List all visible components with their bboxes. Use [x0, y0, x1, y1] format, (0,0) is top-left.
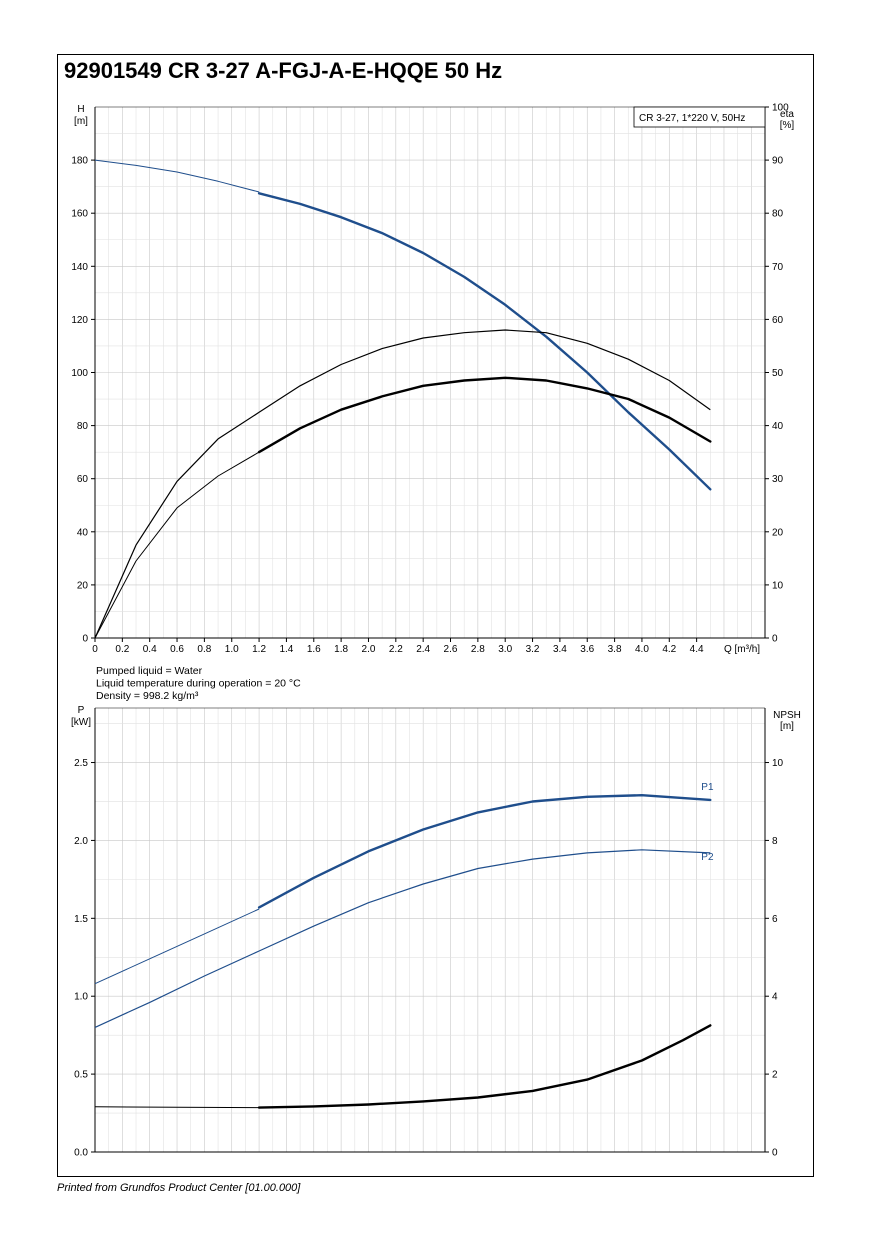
- y-left-tick-label: 160: [71, 209, 88, 220]
- y-right-tick-label: 70: [772, 262, 784, 273]
- y-left-tick-label: 0: [82, 634, 88, 645]
- x-tick-label: 1.6: [307, 644, 321, 655]
- series-p1-line-thin: [94, 908, 260, 985]
- y-right-tick-label: 60: [772, 315, 784, 326]
- x-tick-label: 1.4: [279, 644, 293, 655]
- y-left-tick-label: 20: [77, 580, 89, 591]
- x-tick-label: 0: [92, 644, 98, 655]
- x-tick-label: 3.2: [526, 644, 540, 655]
- y-right-tick-label: 10: [772, 580, 784, 591]
- y-left-tick-label: 100: [71, 368, 88, 379]
- footer-text: Printed from Grundfos Product Center [01…: [57, 1182, 301, 1194]
- y-right-tick-label: 30: [772, 474, 784, 485]
- y-left-tick-label: 2.5: [74, 758, 88, 769]
- x-tick-label: 2.8: [471, 644, 485, 655]
- y-right-tick-label: 8: [772, 836, 778, 847]
- y-left-axis-unit: [kW]: [71, 717, 91, 728]
- y-right-tick-label: 10: [772, 758, 784, 769]
- y-left-tick-label: 1.0: [74, 992, 88, 1003]
- pumped-liquid-note: Pumped liquid = Water: [96, 665, 203, 677]
- y-left-axis-unit: [m]: [74, 116, 88, 127]
- y-right-tick-label: 80: [772, 209, 784, 220]
- x-tick-label: 2.4: [416, 644, 430, 655]
- y-left-tick-label: 2.0: [74, 836, 88, 847]
- y-left-axis-label: H: [77, 104, 84, 115]
- series-p2-line: [94, 849, 711, 1028]
- x-tick-label: 1.2: [252, 644, 266, 655]
- x-tick-label: 2.0: [362, 644, 376, 655]
- legend-box: [633, 106, 766, 128]
- x-tick-label: 4.4: [690, 644, 704, 655]
- y-right-tick-label: 20: [772, 527, 784, 538]
- y-right-axis-label: NPSH: [773, 710, 801, 721]
- y-right-tick-label: 40: [772, 421, 784, 432]
- series-npsh-line-bold: [257, 1024, 712, 1109]
- legend-box-text: CR 3-27, 1*220 V, 50Hz: [639, 113, 745, 124]
- y-right-tick-label: 100: [772, 103, 789, 114]
- y-right-tick-label: 50: [772, 368, 784, 379]
- y-left-tick-label: 180: [71, 156, 88, 167]
- x-tick-label: 3.6: [580, 644, 594, 655]
- series-h-line-bold: [257, 192, 712, 491]
- y-left-tick-label: 0.5: [74, 1070, 88, 1081]
- y-left-tick-label: 80: [77, 421, 89, 432]
- y-right-tick-label: 2: [772, 1070, 778, 1081]
- y-left-axis-label: P: [78, 705, 85, 716]
- pumped-liquid-note: Liquid temperature during operation = 20…: [96, 678, 301, 690]
- y-left-tick-label: 0.0: [74, 1148, 88, 1159]
- y-left-tick-label: 140: [71, 262, 88, 273]
- series-eta_pump-line-thin: [94, 451, 260, 639]
- x-tick-label: 3.8: [608, 644, 622, 655]
- series-eta_motor-line: [94, 329, 711, 639]
- y-right-tick-label: 90: [772, 156, 784, 167]
- x-tick-label: 2.6: [444, 644, 458, 655]
- y-left-tick-label: 120: [71, 315, 88, 326]
- series-p2-label: P2: [701, 852, 714, 863]
- y-left-tick-label: 60: [77, 474, 89, 485]
- y-right-axis-unit: [m]: [780, 721, 794, 732]
- y-right-tick-label: 6: [772, 914, 778, 925]
- y-right-axis-label: eta: [780, 109, 794, 120]
- x-tick-label: 1.8: [334, 644, 348, 655]
- x-axis-label: Q [m³/h]: [724, 644, 760, 655]
- x-tick-label: 4.2: [662, 644, 676, 655]
- x-tick-label: 0.6: [170, 644, 184, 655]
- x-tick-label: 0.2: [115, 644, 129, 655]
- series-npsh-line-thin: [94, 1106, 260, 1109]
- series-h-line-thin: [94, 159, 260, 193]
- y-right-tick-label: 0: [772, 634, 778, 645]
- y-right-tick-label: 0: [772, 1148, 778, 1159]
- series-p1-line-bold: [257, 794, 712, 909]
- x-tick-label: 3.0: [498, 644, 512, 655]
- page-title: 92901549 CR 3-27 A-FGJ-A-E-HQQE 50 Hz: [64, 58, 503, 83]
- chart-frame: [57, 54, 814, 1177]
- x-tick-label: 0.8: [197, 644, 211, 655]
- y-right-tick-label: 4: [772, 992, 778, 1003]
- x-tick-label: 3.4: [553, 644, 567, 655]
- x-tick-label: 4.0: [635, 644, 649, 655]
- x-tick-label: 2.2: [389, 644, 403, 655]
- series-eta_pump-line-bold: [257, 376, 712, 454]
- series-p1-label: P1: [701, 782, 714, 793]
- y-right-axis-unit: [%]: [780, 120, 795, 131]
- y-left-tick-label: 40: [77, 527, 89, 538]
- x-tick-label: 0.4: [143, 644, 157, 655]
- y-left-tick-label: 1.5: [74, 914, 88, 925]
- pumped-liquid-note: Density = 998.2 kg/m³: [96, 690, 199, 702]
- x-tick-label: 1.0: [225, 644, 239, 655]
